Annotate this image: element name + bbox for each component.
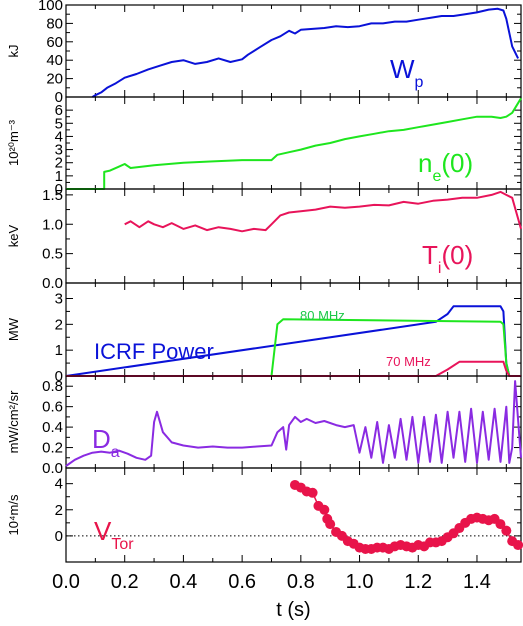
data-point <box>307 487 318 498</box>
annotation-70mhz: 70 MHz <box>386 354 431 369</box>
x-tick-label: 0.4 <box>170 571 198 593</box>
y-tick-label: 0 <box>55 89 63 106</box>
y-tick-label: 1 <box>55 168 63 185</box>
y-tick-label: 20 <box>46 71 63 88</box>
series-line-ti-0 <box>124 190 522 233</box>
data-point <box>501 525 512 536</box>
panel-label-vtor: VTor <box>94 516 134 553</box>
y-tick-label: 0.0 <box>42 460 63 477</box>
data-point <box>513 540 523 551</box>
panel-frame <box>65 4 522 98</box>
y-tick-label: 40 <box>46 52 63 69</box>
x-tick-label: 0.0 <box>52 571 80 593</box>
y-tick-label: 0.8 <box>42 378 63 395</box>
series-line-icrf-2 <box>66 360 521 377</box>
x-tick-label: 0.8 <box>287 571 315 593</box>
panel-da: 0.0 0.2 0.4 0.6 0.8 mW/cm²/sr Da <box>6 375 522 477</box>
y-tick-label: 0 <box>55 528 63 545</box>
y-tick-label: 2 <box>55 155 63 172</box>
y-tick-label: 4 <box>55 476 63 493</box>
x-axis-label: t (s) <box>276 599 310 621</box>
y-tick-label: 3 <box>55 142 63 159</box>
data-point <box>495 519 506 530</box>
y-tick-label: 0.0 <box>42 275 63 292</box>
y-tick-label: 0.4 <box>42 419 63 436</box>
y-tick-label: 6 <box>55 102 63 119</box>
x-tick-label: 1.4 <box>463 571 491 593</box>
panel-label-ne: ne(0) <box>418 148 473 185</box>
y-tick-label: 0.5 <box>42 246 63 263</box>
x-tick-label: 0.2 <box>111 571 139 593</box>
x-tick-label: 0.6 <box>228 571 256 593</box>
y-tick-label: 2 <box>55 502 63 519</box>
series-line-ne-0 <box>66 97 522 190</box>
y-tick-label: 1 <box>55 342 63 359</box>
y-tick-label: 4 <box>55 128 63 145</box>
y-tick-label: 0 <box>55 368 63 385</box>
data-point <box>319 504 330 515</box>
panel-label-ti: Ti(0) <box>422 240 473 277</box>
panel-vtor: 0 2 4 10⁴m/s VTor <box>6 467 523 563</box>
x-tick-label: 1.2 <box>404 571 432 593</box>
y-tick-label: 0.6 <box>42 399 63 416</box>
panel-label-da: Da <box>92 424 120 461</box>
annotation-80mhz: 80 MHz <box>300 308 345 323</box>
data-point <box>325 519 336 530</box>
y-axis-label: MW <box>6 317 21 341</box>
series-line-wp-0 <box>91 7 519 98</box>
y-tick-label: 3 <box>55 291 63 308</box>
y-tick-label: 5 <box>55 115 63 132</box>
x-tick-label: 1.0 <box>346 571 374 593</box>
series-line-icrf-1 <box>66 318 521 377</box>
panel-label-wp: Wp <box>390 54 424 91</box>
panel-ti: 0.0 0.5 1.0 1.5 keV Ti(0) <box>6 187 522 292</box>
y-tick-label: 2 <box>55 316 63 333</box>
y-axis-label: mW/cm²/sr <box>6 390 21 453</box>
panel-label-icrf: ICRF Power <box>94 339 214 364</box>
y-tick-label: 0 <box>55 181 63 198</box>
y-tick-label: 1.0 <box>42 216 63 233</box>
y-axis-label: 10⁴m/s <box>6 494 21 535</box>
y-tick-label: 1.5 <box>42 187 63 204</box>
y-tick-label: 0.2 <box>42 440 63 457</box>
y-axis-label: kJ <box>6 45 21 58</box>
y-tick-label: 100 <box>38 0 63 14</box>
panel-icrf: 0 1 2 3 MW 80 MHz 70 MHz ICRF Power <box>6 282 522 385</box>
series-line-da-0 <box>65 380 522 467</box>
y-tick-label: 60 <box>46 34 63 51</box>
y-tick-label: 80 <box>46 15 63 32</box>
y-axis-label: 10²⁰m⁻³ <box>6 119 21 166</box>
panel-frame <box>65 467 522 563</box>
y-axis-label: keV <box>6 224 21 247</box>
